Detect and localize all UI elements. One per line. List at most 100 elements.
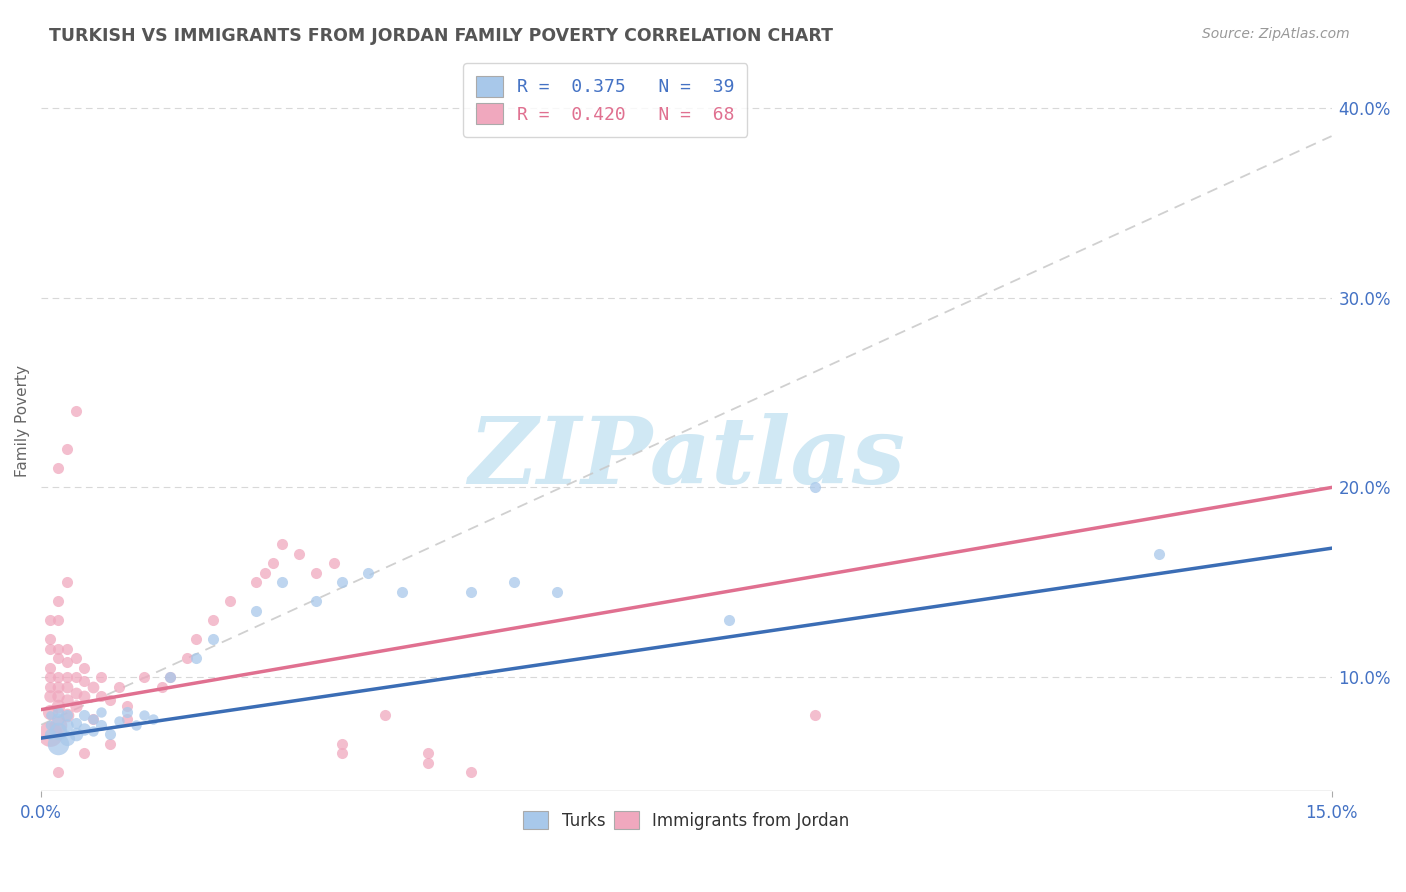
Point bbox=[46, 737, 69, 751]
Point bbox=[46, 641, 69, 656]
Point bbox=[1149, 547, 1171, 561]
Point bbox=[46, 670, 69, 684]
Point bbox=[56, 442, 79, 457]
Point bbox=[46, 680, 69, 694]
Point bbox=[98, 737, 121, 751]
Point bbox=[134, 670, 156, 684]
Point bbox=[184, 651, 207, 665]
Point bbox=[82, 680, 104, 694]
Point bbox=[503, 575, 526, 590]
Point bbox=[56, 655, 79, 669]
Point bbox=[330, 737, 353, 751]
Point bbox=[98, 693, 121, 707]
Point bbox=[56, 708, 79, 723]
Point bbox=[56, 641, 79, 656]
Point bbox=[46, 705, 69, 719]
Point bbox=[56, 670, 79, 684]
Point bbox=[38, 641, 60, 656]
Point bbox=[418, 756, 440, 770]
Point bbox=[107, 680, 129, 694]
Point bbox=[245, 604, 267, 618]
Y-axis label: Family Poverty: Family Poverty bbox=[15, 365, 30, 477]
Point bbox=[159, 670, 181, 684]
Point bbox=[718, 613, 741, 627]
Point bbox=[142, 712, 165, 726]
Point bbox=[460, 585, 482, 599]
Point bbox=[271, 537, 294, 551]
Point bbox=[46, 723, 69, 738]
Text: ZIPatlas: ZIPatlas bbox=[468, 413, 905, 503]
Point bbox=[804, 480, 827, 494]
Point bbox=[73, 674, 96, 689]
Point bbox=[65, 651, 87, 665]
Point bbox=[219, 594, 242, 608]
Point bbox=[46, 712, 69, 726]
Point bbox=[56, 693, 79, 707]
Point bbox=[46, 461, 69, 475]
Point bbox=[115, 712, 138, 726]
Point bbox=[374, 708, 396, 723]
Point bbox=[65, 727, 87, 741]
Point bbox=[184, 632, 207, 647]
Point bbox=[125, 718, 148, 732]
Point bbox=[56, 680, 79, 694]
Point bbox=[46, 718, 69, 732]
Point bbox=[73, 708, 96, 723]
Point bbox=[245, 575, 267, 590]
Point bbox=[90, 670, 112, 684]
Point bbox=[288, 547, 311, 561]
Point bbox=[804, 708, 827, 723]
Legend: Turks, Immigrants from Jordan: Turks, Immigrants from Jordan bbox=[517, 805, 856, 837]
Point bbox=[65, 670, 87, 684]
Point bbox=[46, 594, 69, 608]
Point bbox=[82, 712, 104, 726]
Point bbox=[65, 794, 87, 808]
Point bbox=[65, 404, 87, 418]
Point bbox=[56, 708, 79, 723]
Point bbox=[38, 718, 60, 732]
Text: Source: ZipAtlas.com: Source: ZipAtlas.com bbox=[1202, 27, 1350, 41]
Point bbox=[418, 747, 440, 761]
Point bbox=[115, 698, 138, 713]
Point bbox=[82, 712, 104, 726]
Point bbox=[159, 670, 181, 684]
Point bbox=[253, 566, 276, 580]
Point bbox=[56, 718, 79, 732]
Point bbox=[115, 705, 138, 719]
Point bbox=[46, 651, 69, 665]
Point bbox=[176, 651, 198, 665]
Point bbox=[202, 613, 225, 627]
Point bbox=[98, 727, 121, 741]
Point bbox=[46, 698, 69, 713]
Point bbox=[65, 715, 87, 730]
Point bbox=[38, 613, 60, 627]
Point bbox=[46, 613, 69, 627]
Point bbox=[38, 661, 60, 675]
Point bbox=[262, 557, 284, 571]
Point bbox=[460, 765, 482, 780]
Point bbox=[271, 575, 294, 590]
Point bbox=[73, 690, 96, 704]
Point bbox=[82, 723, 104, 738]
Point bbox=[38, 632, 60, 647]
Point bbox=[46, 690, 69, 704]
Point bbox=[391, 585, 413, 599]
Point bbox=[357, 566, 380, 580]
Point bbox=[202, 632, 225, 647]
Point bbox=[56, 731, 79, 745]
Point bbox=[65, 685, 87, 699]
Point bbox=[90, 690, 112, 704]
Point bbox=[38, 680, 60, 694]
Point bbox=[73, 747, 96, 761]
Point bbox=[90, 718, 112, 732]
Point bbox=[134, 708, 156, 723]
Point bbox=[107, 714, 129, 728]
Point bbox=[56, 575, 79, 590]
Point bbox=[305, 594, 328, 608]
Point bbox=[38, 727, 60, 741]
Point bbox=[330, 747, 353, 761]
Point bbox=[305, 566, 328, 580]
Point bbox=[65, 698, 87, 713]
Point bbox=[38, 670, 60, 684]
Point bbox=[90, 705, 112, 719]
